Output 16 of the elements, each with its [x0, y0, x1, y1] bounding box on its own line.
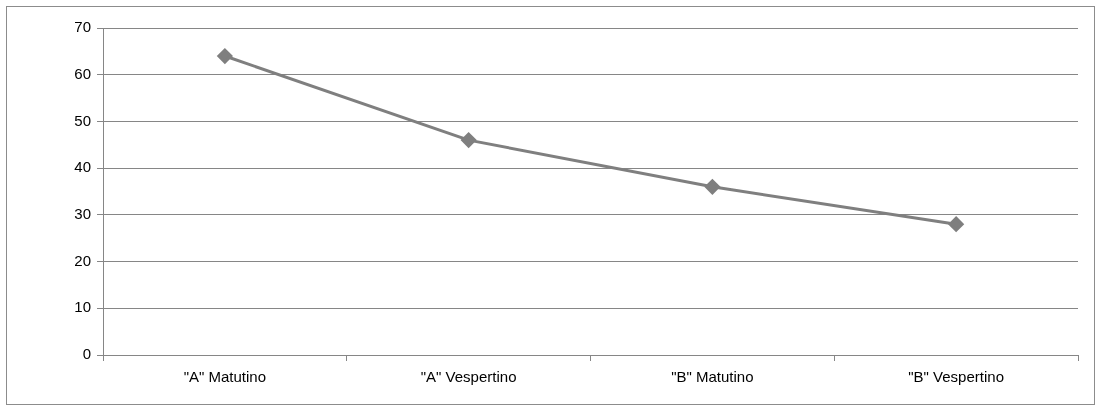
x-tick-label: "B" Vespertino [908, 368, 1004, 386]
point [461, 132, 477, 148]
y-tick-label: 50 [74, 111, 91, 129]
y-tick-label: 60 [74, 64, 91, 82]
point [948, 216, 964, 232]
y-tick-label: 70 [74, 18, 91, 36]
point [217, 48, 233, 64]
y-tick-label: 30 [74, 205, 91, 222]
x-tick-label: "B" Matutino [671, 368, 754, 386]
y-tick-label: 10 [74, 298, 91, 316]
x-tick-label: "A" Matutino [183, 368, 267, 386]
x-tick-label: "A" Vespertino [420, 368, 517, 386]
y-tick-label: 0 [82, 345, 91, 363]
y-tick-label: 40 [74, 158, 91, 176]
point [704, 179, 720, 195]
y-tick-label: 20 [74, 251, 91, 269]
